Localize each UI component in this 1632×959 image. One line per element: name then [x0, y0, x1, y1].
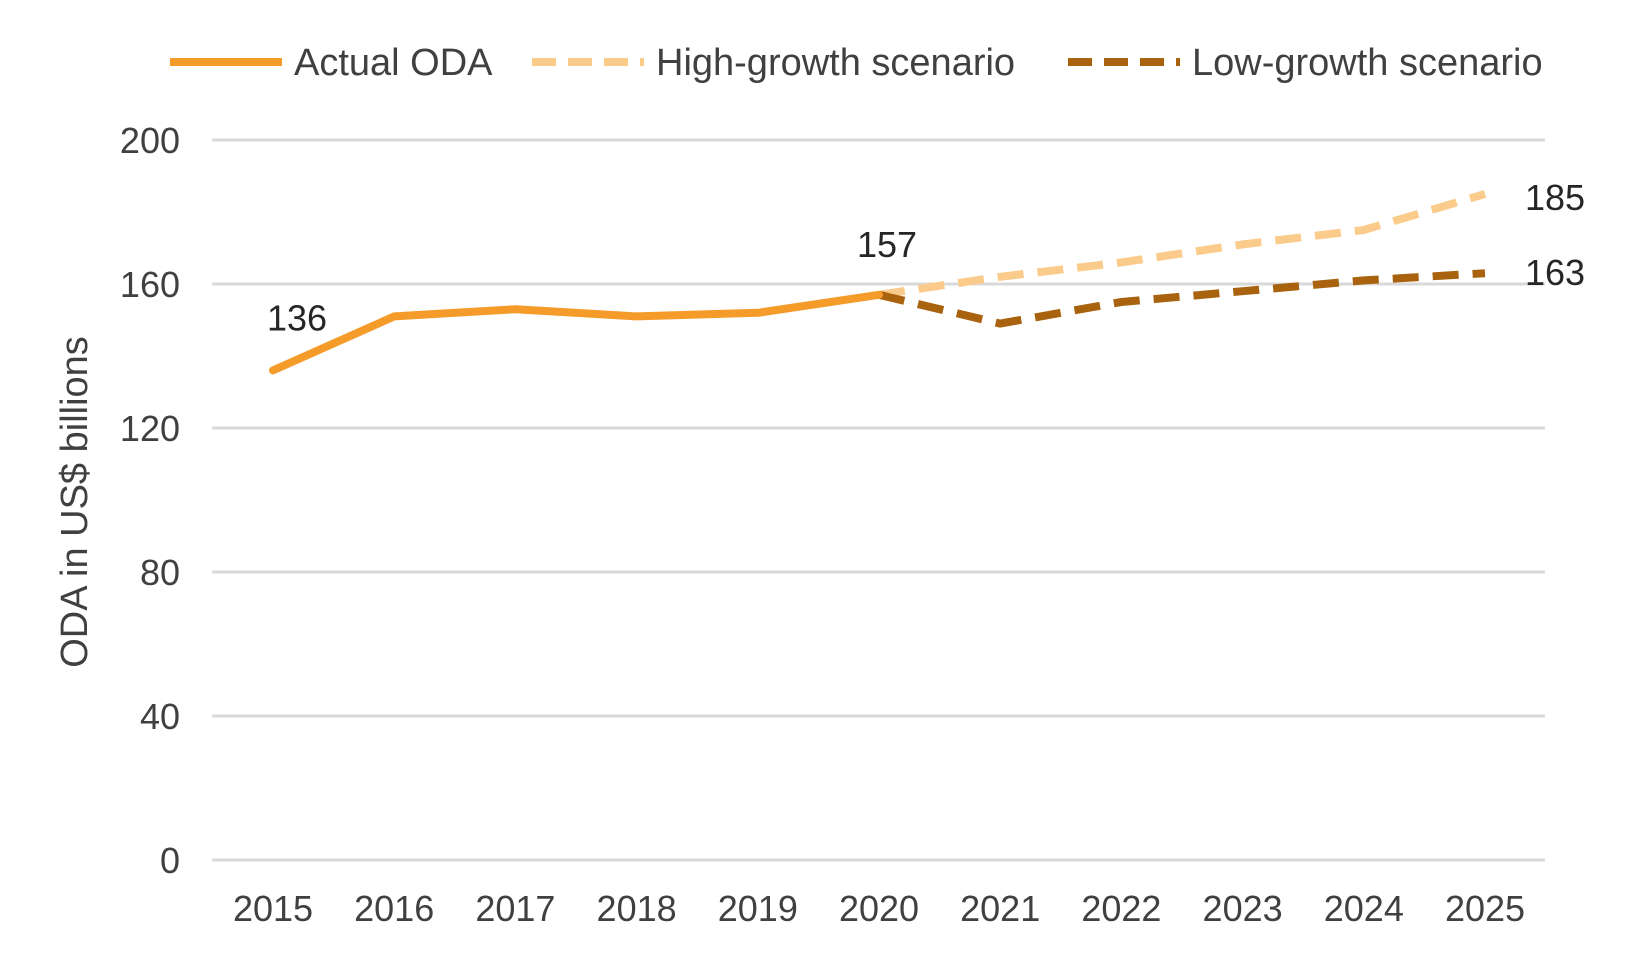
x-tick-label-2023: 2023	[1203, 888, 1283, 929]
data-label-high-growth-scenario-2025: 185	[1525, 177, 1585, 218]
x-tick-label-2015: 2015	[233, 888, 313, 929]
legend-label-high-growth-scenario: High-growth scenario	[656, 42, 1015, 84]
legend: Actual ODA High-growth scenario Low-growth…	[170, 42, 1543, 84]
y-tick-label-200: 200	[120, 120, 180, 161]
y-axis-ticks: 0 40 80 120 160 200	[120, 120, 180, 881]
x-tick-label-2020: 2020	[839, 888, 919, 929]
series-line-low-growth-scenario	[878, 269, 1486, 328]
data-label-actual-oda-2015: 136	[267, 297, 327, 338]
x-tick-label-2025: 2025	[1445, 888, 1525, 929]
data-label-low-growth-scenario-2025: 163	[1525, 252, 1585, 293]
legend-label-actual-oda: Actual ODA	[294, 42, 493, 84]
x-tick-label-2017: 2017	[475, 888, 555, 929]
series-lines	[269, 190, 1487, 375]
y-tick-label-40: 40	[140, 696, 180, 737]
x-axis-ticks: 2015 2016 2017 2018 2019 2020 2021 2022 2023 2024…	[233, 888, 1525, 929]
x-tick-label-2022: 2022	[1081, 888, 1161, 929]
data-labels: 136 157 185 163	[267, 177, 1585, 338]
y-tick-label-120: 120	[120, 408, 180, 449]
y-tick-label-80: 80	[140, 552, 180, 593]
x-tick-label-2019: 2019	[718, 888, 798, 929]
x-tick-label-2024: 2024	[1324, 888, 1404, 929]
x-tick-label-2018: 2018	[597, 888, 677, 929]
y-tick-label-0: 0	[160, 840, 180, 881]
series-line-high-growth-scenario	[878, 190, 1487, 299]
x-tick-label-2016: 2016	[354, 888, 434, 929]
y-tick-label-160: 160	[120, 264, 180, 305]
legend-label-low-growth-scenario: Low-growth scenario	[1192, 42, 1543, 84]
y-axis-label: ODA in US$ billions	[54, 336, 96, 668]
data-label-actual-oda-2020: 157	[857, 224, 917, 265]
gridlines	[212, 138, 1545, 862]
x-tick-label-2021: 2021	[960, 888, 1040, 929]
series-line-actual-oda	[269, 290, 883, 375]
